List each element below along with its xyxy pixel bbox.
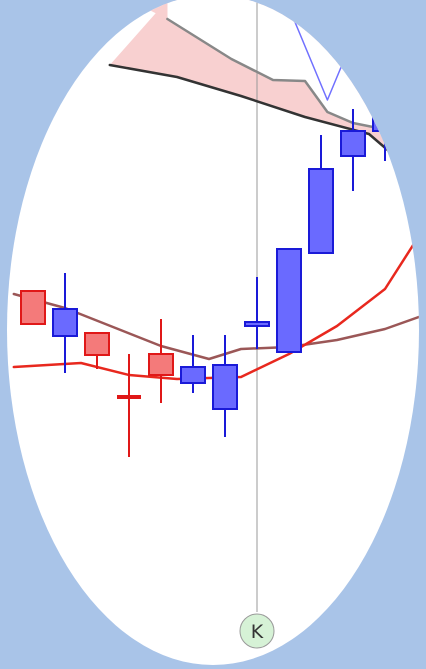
candle-body — [52, 308, 78, 337]
plot-area — [7, 0, 419, 665]
candle-body — [180, 366, 206, 384]
candle-body — [372, 110, 398, 132]
candle — [308, 135, 334, 254]
marker-overlay: K — [239, 613, 275, 649]
candle-body — [212, 364, 238, 410]
candle — [20, 290, 46, 325]
candle — [340, 109, 366, 191]
marker-badge — [239, 613, 275, 649]
marker-label: K — [251, 621, 264, 643]
candle-body — [20, 290, 46, 325]
candle — [212, 335, 238, 437]
candle-body — [84, 332, 110, 356]
candle — [84, 332, 110, 369]
candle — [404, 94, 419, 135]
candle-body — [308, 168, 334, 254]
candle — [276, 248, 302, 353]
candle-body — [244, 321, 270, 327]
candle — [148, 319, 174, 403]
candle — [180, 335, 206, 393]
line-ma-long — [108, 63, 419, 191]
candle-body — [404, 110, 419, 135]
candle-body — [148, 353, 174, 376]
candle-body — [340, 130, 366, 157]
candle — [244, 277, 270, 349]
candle — [117, 354, 141, 457]
candle-body — [276, 248, 302, 353]
candle — [52, 273, 78, 373]
